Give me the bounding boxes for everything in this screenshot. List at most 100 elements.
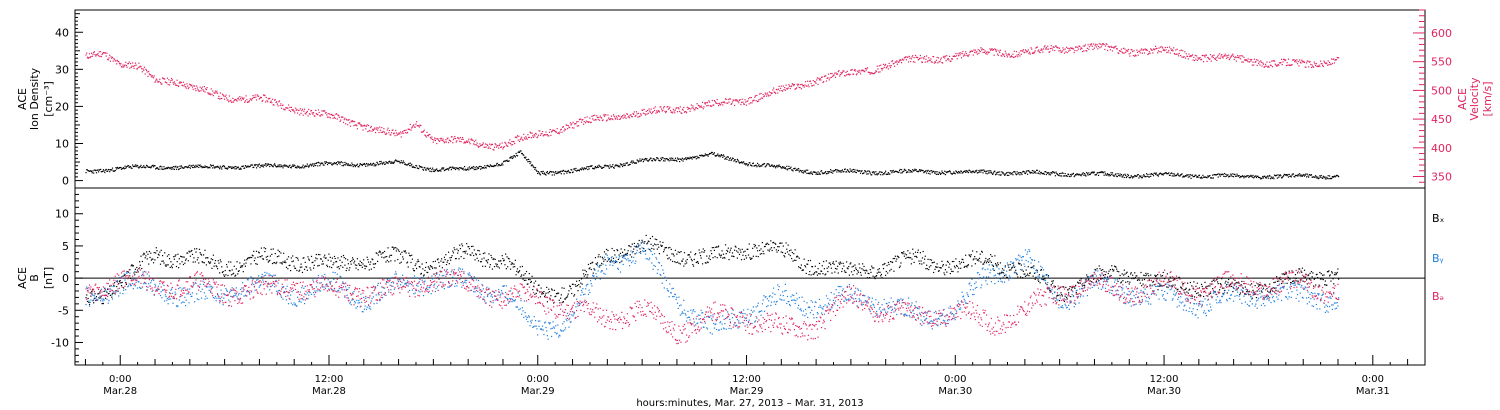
- data-point: [576, 121, 578, 123]
- data-point: [402, 256, 404, 258]
- data-point: [219, 168, 221, 170]
- data-point: [383, 161, 385, 163]
- data-point: [118, 167, 120, 170]
- data-point: [331, 266, 333, 269]
- data-point: [113, 284, 115, 286]
- data-point: [557, 172, 560, 174]
- data-point: [1163, 48, 1165, 51]
- data-point: [1217, 54, 1219, 56]
- data-point: [863, 265, 865, 268]
- data-point: [212, 95, 214, 97]
- data-point: [724, 98, 727, 100]
- data-point: [842, 70, 844, 72]
- data-point: [1208, 175, 1210, 177]
- data-point: [168, 167, 171, 169]
- data-point: [115, 167, 117, 169]
- data-point: [184, 83, 186, 86]
- data-point: [820, 170, 822, 172]
- data-point: [1104, 173, 1107, 175]
- data-point: [239, 167, 242, 169]
- data-point: [1086, 50, 1088, 52]
- data-point: [293, 164, 295, 166]
- data-point: [366, 124, 368, 126]
- data-point: [581, 119, 583, 121]
- data-point: [743, 258, 745, 260]
- data-point: [326, 116, 329, 118]
- data-point: [845, 171, 847, 173]
- data-point: [585, 167, 587, 169]
- data-point: [347, 119, 349, 121]
- data-point: [88, 56, 90, 59]
- data-point: [722, 104, 724, 106]
- data-point: [91, 289, 93, 291]
- data-point: [234, 275, 236, 277]
- data-point: [752, 247, 754, 249]
- data-point: [896, 258, 898, 260]
- data-point: [975, 170, 977, 173]
- data-point: [748, 103, 750, 105]
- data-point: [1136, 174, 1139, 176]
- data-point: [1257, 59, 1259, 61]
- data-point: [1207, 56, 1209, 59]
- data-point: [1154, 172, 1156, 174]
- data-point: [1031, 52, 1034, 55]
- data-point: [148, 263, 150, 265]
- data-point: [679, 263, 681, 265]
- data-point: [395, 250, 397, 252]
- data-point: [147, 166, 149, 168]
- data-point: [1332, 176, 1334, 178]
- data-point: [676, 261, 679, 263]
- data-point: [875, 171, 877, 173]
- data-point: [975, 52, 977, 54]
- data-point: [1008, 53, 1010, 55]
- data-point: [1004, 50, 1006, 52]
- data-point: [1120, 173, 1123, 176]
- data-point: [587, 263, 590, 266]
- data-point: [1045, 173, 1047, 176]
- data-point: [834, 170, 836, 172]
- data-point: [583, 167, 585, 169]
- data-point: [290, 110, 292, 112]
- data-point: [301, 266, 303, 268]
- data-point: [449, 139, 451, 141]
- data-point: [443, 140, 445, 142]
- data-point: [1139, 52, 1141, 54]
- data-point: [1068, 175, 1070, 178]
- data-point: [934, 61, 936, 63]
- data-point: [404, 163, 406, 165]
- data-point: [1214, 58, 1216, 60]
- data-point: [619, 163, 622, 165]
- data-point: [345, 162, 347, 165]
- data-point: [1269, 174, 1271, 177]
- data-point: [174, 255, 176, 257]
- data-point: [414, 264, 416, 267]
- data-point: [306, 269, 308, 271]
- data-point: [1161, 173, 1164, 175]
- data-point: [248, 257, 250, 259]
- data-point: [489, 266, 491, 268]
- data-point: [974, 49, 976, 51]
- data-point: [1157, 174, 1159, 176]
- data-point: [676, 253, 678, 255]
- data-point: [859, 71, 861, 73]
- data-point: [1038, 172, 1040, 174]
- data-point: [866, 270, 868, 272]
- data-point: [356, 258, 359, 260]
- data-point: [1089, 43, 1091, 45]
- data-point: [704, 102, 706, 104]
- data-point: [434, 260, 436, 262]
- data-point: [1214, 174, 1216, 176]
- data-point: [619, 261, 621, 264]
- data-point: [159, 166, 161, 168]
- data-point: [345, 118, 347, 120]
- data-point: [1196, 176, 1198, 178]
- data-point: [1017, 172, 1020, 174]
- data-point: [244, 167, 246, 169]
- data-point: [793, 167, 795, 170]
- data-point: [532, 289, 534, 291]
- data-point: [242, 271, 244, 273]
- data-point: [322, 260, 324, 262]
- data-point: [427, 134, 429, 137]
- data-point: [708, 153, 711, 155]
